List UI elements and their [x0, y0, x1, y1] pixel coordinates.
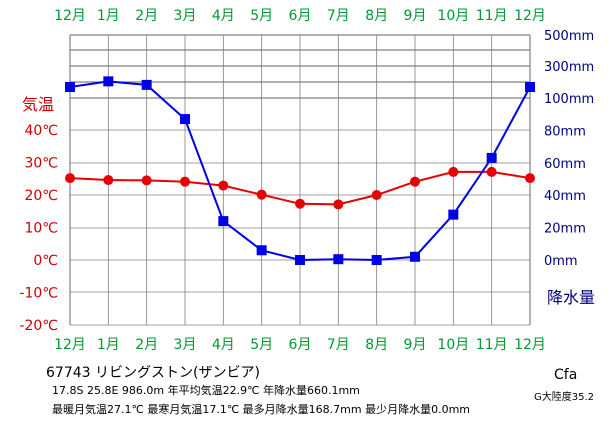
precipitation-tick-label: 0mm — [544, 254, 578, 269]
temperature-point — [218, 180, 229, 191]
chart-series — [65, 76, 535, 265]
station-name: 67743 リビングストン(ザンビア) — [46, 365, 260, 381]
temperature-point — [525, 173, 535, 184]
precipitation-axis-title: 降水量 — [547, 288, 595, 307]
precipitation-point — [141, 79, 152, 90]
top-month-label: 10月 — [437, 8, 469, 24]
temperature-tick-label: 10℃ — [24, 221, 58, 237]
bottom-month-label: 10月 — [437, 337, 469, 353]
top-month-label: 2月 — [135, 8, 158, 24]
temperature-tick-label: -20℃ — [19, 318, 58, 334]
temperature-axis-title: 気温 — [22, 95, 54, 114]
bottom-month-label: 1月 — [97, 337, 120, 353]
bottom-month-label: 11月 — [476, 337, 508, 353]
temperature-tick-label: 20℃ — [24, 188, 58, 204]
precipitation-point — [295, 255, 305, 265]
temperature-point — [448, 166, 459, 177]
station-summary-line-2: 最暖月気温27.1℃ 最寒月気温17.1℃ 最多月降水量168.7mm 最少月降… — [52, 403, 471, 416]
bottom-month-label: 8月 — [365, 337, 388, 353]
precipitation-point — [333, 254, 344, 265]
bottom-month-label: 6月 — [289, 337, 312, 353]
top-month-label: 1月 — [97, 8, 120, 24]
precipitation-point — [410, 251, 420, 262]
bottom-month-label: 9月 — [404, 337, 427, 353]
bottom-month-label: 12月 — [514, 337, 546, 353]
temperature-point — [103, 175, 114, 186]
top-month-label: 4月 — [212, 8, 235, 24]
precipitation-point — [65, 82, 75, 93]
precipitation-point — [486, 152, 497, 163]
precipitation-point — [180, 114, 190, 125]
top-month-label: 12月 — [54, 8, 86, 24]
top-month-label: 3月 — [174, 8, 197, 24]
precipitation-tick-label: 40mm — [544, 189, 586, 204]
precipitation-point — [218, 216, 229, 227]
bottom-month-label: 2月 — [135, 337, 158, 353]
temperature-tick-label: 30℃ — [24, 156, 58, 172]
temperature-point — [256, 189, 267, 200]
precipitation-tick-label: 80mm — [544, 124, 586, 139]
bottom-month-labels: 12月 1月 2月 3月 4月 5月 6月 7月 8月 9月 10月 11月 12月 — [54, 337, 546, 353]
precipitation-point — [103, 76, 114, 87]
precipitation-point — [525, 82, 535, 93]
top-month-label: 8月 — [365, 8, 388, 24]
top-month-label: 9月 — [404, 8, 427, 24]
station-summary-line-1: 17.8S 25.8E 986.0m 年平均気温22.9℃ 年降水量660.1m… — [52, 384, 360, 397]
temperature-point — [333, 199, 344, 210]
temperature-tick-label: 40℃ — [24, 123, 58, 139]
precipitation-tick-label: 60mm — [544, 157, 586, 172]
temperature-tick-label: -10℃ — [19, 286, 58, 302]
temperature-tick-labels: -20℃ -10℃ 0℃ 10℃ 20℃ 30℃ 40℃ — [19, 123, 58, 334]
top-month-label: 6月 — [289, 8, 312, 24]
precipitation-point — [448, 209, 459, 220]
precipitation-tick-label: 300mm — [544, 60, 594, 75]
precipitation-tick-label: 20mm — [544, 222, 586, 237]
temperature-point — [410, 176, 420, 187]
precipitation-tick-label: 100mm — [544, 92, 594, 107]
climate-class: Cfa — [554, 367, 578, 383]
top-month-label: 12月 — [514, 8, 546, 24]
temperature-point — [180, 176, 190, 187]
temperature-point — [295, 198, 305, 209]
precipitation-tick-label: 500mm — [544, 29, 594, 44]
precipitation-point — [256, 245, 267, 256]
temperature-point — [65, 173, 75, 184]
temperature-point — [371, 190, 382, 200]
bottom-month-label: 12月 — [54, 337, 86, 353]
temperature-tick-label: 0℃ — [33, 253, 58, 269]
bottom-month-label: 5月 — [250, 337, 273, 353]
bottom-month-label: 4月 — [212, 337, 235, 353]
temperature-point — [141, 175, 152, 186]
continentality-index: G大陸度35.2 — [534, 392, 595, 403]
top-month-label: 7月 — [327, 8, 350, 24]
bottom-month-label: 7月 — [327, 337, 350, 353]
precipitation-tick-labels: 0mm 20mm 40mm 60mm 80mm 100mm 300mm 500mm — [544, 29, 594, 269]
bottom-month-label: 3月 — [174, 337, 197, 353]
precipitation-point — [371, 255, 382, 265]
top-month-label: 5月 — [250, 8, 273, 24]
top-month-labels: 12月 1月 2月 3月 4月 5月 6月 7月 8月 9月 10月 11月 12月 — [54, 8, 546, 24]
top-month-label: 11月 — [476, 8, 508, 24]
temperature-point — [486, 166, 497, 177]
